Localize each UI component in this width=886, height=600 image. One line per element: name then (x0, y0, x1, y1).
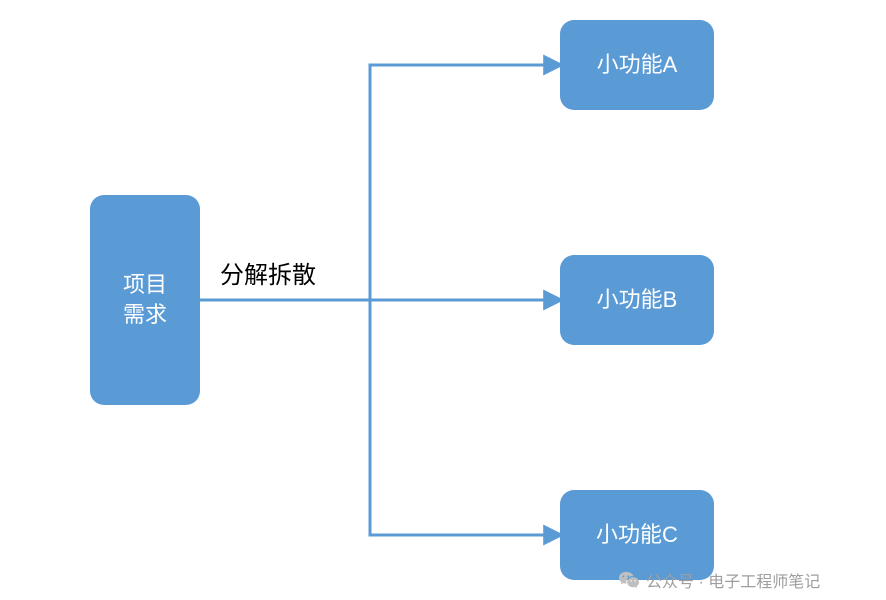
node-c: 小功能C (560, 490, 714, 580)
watermark: 公众号 · 电子工程师笔记 (618, 568, 820, 592)
edge-root-c (200, 300, 560, 535)
node-b: 小功能B (560, 255, 714, 345)
node-root: 项目 需求 (90, 195, 200, 405)
node-a: 小功能A (560, 20, 714, 110)
diagram-canvas: 分解拆散项目 需求 小功能A 小功能B 小功能C (0, 0, 886, 600)
wechat-icon (618, 570, 640, 590)
edge-label-0: 分解拆散 (220, 255, 316, 290)
watermark-text: 公众号 · 电子工程师笔记 (646, 568, 820, 592)
